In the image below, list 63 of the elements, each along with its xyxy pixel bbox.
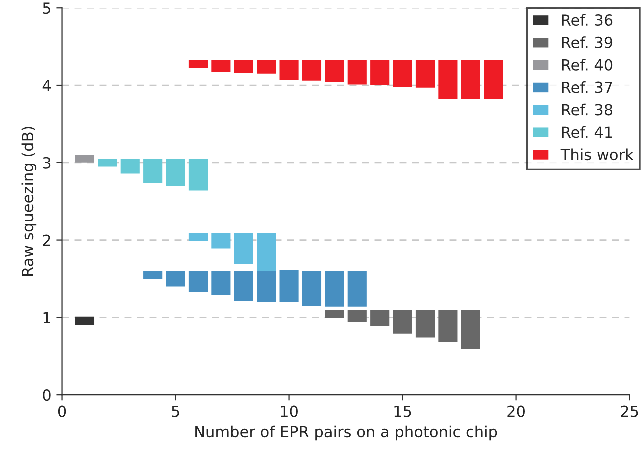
bar [416,310,436,338]
bar [166,271,186,287]
bar [302,271,322,306]
legend-label: This work [560,148,634,161]
bar [438,310,458,342]
x-axis-title: Number of EPR pairs on a photonic chip [196,426,498,441]
bar [144,271,163,279]
bar [188,159,208,191]
bar [188,60,208,68]
bar [325,271,344,307]
bar [484,60,504,100]
y-tick-label: 1 [44,312,50,324]
bar [348,310,367,322]
x-tick-label: 15 [394,406,412,418]
x-tick-label: 20 [508,406,525,418]
x-tick-label: 25 [621,406,638,418]
bar [302,60,322,81]
x-tick-label: 10 [281,406,298,418]
bar [370,60,390,86]
bar [144,159,163,184]
bar [75,316,95,326]
bar [461,310,480,350]
bar [212,233,231,249]
bar [166,159,186,186]
bar [120,159,140,174]
bar [438,60,458,100]
y-tick-label: 5 [43,2,51,14]
bar [212,60,231,72]
bar [325,310,344,318]
y-tick-label: 3 [43,157,51,169]
bar [393,60,412,88]
bar [370,310,390,326]
bar [75,155,95,163]
bar [212,271,231,296]
legend-label: Ref. 37 [562,82,612,94]
legend-label: Ref. 38 [562,104,613,116]
bar [257,60,276,74]
bar [416,60,436,88]
bar [461,60,480,100]
bar [98,159,118,167]
bar [280,270,299,302]
bar [257,233,276,272]
y-tick-label: 4 [42,80,51,92]
y-tick-label: 2 [43,234,50,246]
legend-label: Ref. 39 [562,36,613,48]
bar [234,60,254,74]
x-tick-label: 5 [172,406,180,418]
legend-label: Ref. 40 [562,59,613,71]
y-tick-label: 0 [43,390,51,402]
x-tick-label: 0 [58,406,66,418]
bar [188,271,208,292]
bar [348,271,367,307]
bar [325,60,344,82]
legend-label: Ref. 41 [562,126,612,138]
bar [348,60,367,85]
bar [188,233,208,242]
y-axis-title: Raw squeezing (dB) [22,127,37,276]
legend-label: Ref. 36 [562,14,613,26]
bar [257,271,276,302]
bar [393,310,412,334]
bar [234,233,254,264]
bar [280,60,299,80]
bar [234,271,254,302]
